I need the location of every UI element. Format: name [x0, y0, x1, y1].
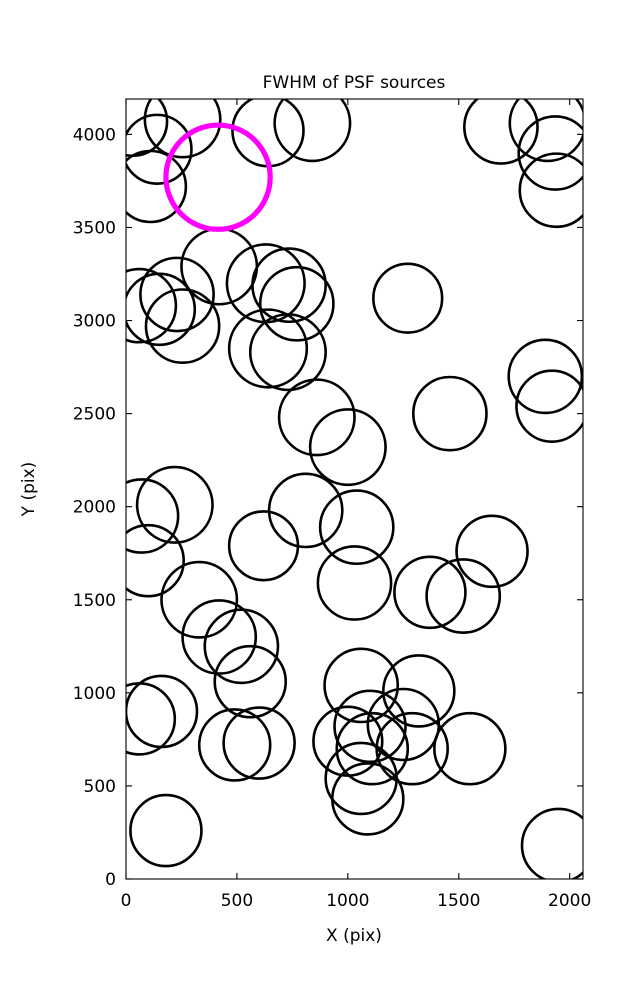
source-circle: [160, 560, 239, 639]
x-tick-label: 1000: [326, 891, 369, 911]
source-circle: [267, 472, 344, 549]
x-tick-label: 500: [221, 891, 253, 911]
source-circle: [129, 793, 203, 868]
source-circle: [126, 674, 199, 749]
source-circle: [126, 149, 188, 224]
y-axis-label: Y (pix): [19, 462, 39, 518]
source-circle: [277, 378, 356, 457]
source-circle: [425, 558, 502, 634]
source-circle: [411, 375, 488, 452]
y-tick-label: 2000: [73, 498, 116, 518]
axes-frame: [125, 98, 584, 880]
source-circle: [258, 265, 335, 342]
source-circle: [126, 478, 180, 554]
y-tick-label: 500: [84, 777, 116, 797]
x-axis-label: X (pix): [326, 926, 382, 946]
source-circle: [433, 711, 507, 786]
x-axis-ticks: 0 500 1000 1500 2000: [121, 99, 591, 911]
source-circle: [227, 510, 300, 582]
source-circle: [135, 465, 214, 544]
source-circle: [375, 711, 449, 786]
source-circle: [518, 152, 583, 229]
source-circle: [126, 272, 197, 347]
page-title: FWHM of PSF sources: [263, 73, 446, 93]
selected-source-circle: [163, 122, 273, 232]
source-circle: [507, 338, 583, 415]
source-circle: [248, 313, 327, 392]
source-circle: [333, 689, 407, 764]
source-circle: [323, 647, 400, 724]
source-circle: [181, 599, 258, 675]
source-circle: [222, 706, 296, 780]
source-circle: [126, 523, 185, 598]
source-circle: [197, 708, 272, 782]
x-tick-label: 1500: [437, 891, 480, 911]
y-axis-ticks: 0 500 1000 1500 2000 2500 3000 3500 4000: [73, 125, 583, 890]
source-circle: [335, 711, 410, 786]
source-circle: [126, 267, 178, 344]
source-circle: [139, 256, 215, 333]
source-circle: [144, 288, 221, 365]
source-circle: [203, 608, 280, 685]
x-tick-label: 0: [121, 891, 132, 911]
source-circle: [227, 308, 309, 389]
source-circle: [455, 514, 529, 589]
source-circle: [273, 99, 352, 163]
y-tick-label: 2500: [73, 405, 116, 425]
source-circle: [126, 113, 193, 185]
source-circle: [372, 262, 444, 334]
source-circle: [213, 644, 288, 719]
source-circle: [517, 115, 583, 191]
source-circle: [382, 654, 456, 728]
source-circle: [393, 555, 467, 630]
source-circle: [520, 807, 583, 879]
y-tick-label: 3500: [73, 218, 116, 238]
source-circle: [463, 99, 539, 165]
y-tick-label: 0: [105, 870, 116, 890]
y-tick-label: 1000: [73, 684, 116, 704]
source-circle: [515, 369, 583, 443]
y-tick-label: 4000: [73, 125, 116, 145]
source-circles-group: [126, 99, 583, 879]
source-circle: [316, 545, 393, 621]
source-circle: [331, 762, 405, 836]
source-circle: [308, 408, 387, 487]
y-tick-label: 3000: [73, 312, 116, 332]
source-circle: [251, 247, 327, 324]
source-circle: [143, 99, 222, 159]
source-circle: [508, 99, 583, 163]
source-circle: [318, 489, 395, 566]
x-tick-label: 2000: [548, 891, 591, 911]
y-tick-label: 1500: [73, 591, 116, 611]
